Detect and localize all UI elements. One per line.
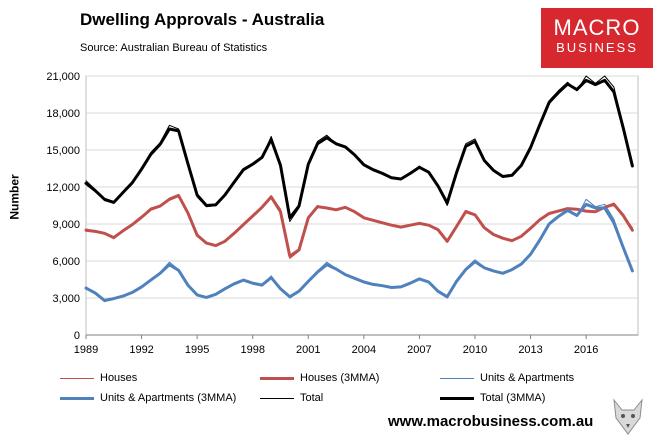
legend-label-units-3mma: Units & Apartments (3MMA) bbox=[100, 392, 237, 404]
legend-swatch-units bbox=[440, 377, 474, 379]
legend-label-units: Units & Apartments bbox=[480, 372, 575, 384]
legend-label-houses: Houses bbox=[100, 372, 138, 384]
y-tick-label: 12,000 bbox=[46, 182, 80, 194]
logo-line-1: MACRO bbox=[553, 15, 641, 40]
x-tick-label: 1989 bbox=[74, 344, 98, 356]
legend-item-houses-3mma: Houses (3MMA) bbox=[260, 372, 379, 384]
source-note: Source: Australian Bureau of Statistics bbox=[80, 42, 268, 54]
website-url[interactable]: www.macrobusiness.com.au bbox=[388, 413, 594, 430]
legend-item-units: Units & Apartments bbox=[440, 372, 574, 384]
legend-swatch-houses-3mma bbox=[260, 376, 294, 380]
x-tick-label: 2013 bbox=[518, 344, 542, 356]
x-tick-label: 2004 bbox=[352, 344, 376, 356]
x-tick-label: 1995 bbox=[185, 344, 209, 356]
y-tick-label: 21,000 bbox=[46, 71, 80, 83]
legend-item-total: Total bbox=[260, 392, 323, 404]
legend-label-total: Total bbox=[300, 392, 324, 404]
y-tick-label: 0 bbox=[74, 330, 80, 342]
plot-area bbox=[85, 75, 639, 336]
legend-item-units-3mma: Units & Apartments (3MMA) bbox=[60, 392, 236, 404]
series-houses-3mma bbox=[84, 194, 634, 258]
x-tick-label: 1998 bbox=[240, 344, 264, 356]
legend-swatch-units-3mma bbox=[60, 396, 94, 400]
legend-item-total-3mma: Total (3MMA) bbox=[440, 392, 545, 404]
chart-title: Dwelling Approvals - Australia bbox=[80, 10, 325, 29]
legend-label-total-3mma: Total (3MMA) bbox=[480, 392, 546, 404]
y-tick-label: 3,000 bbox=[52, 293, 80, 305]
x-tick-label: 2016 bbox=[574, 344, 598, 356]
x-tick-label: 2001 bbox=[296, 344, 320, 356]
y-tick-label: 6,000 bbox=[52, 256, 80, 268]
macrobusiness-logo[interactable]: MACRO BUSINESS bbox=[541, 8, 653, 68]
legend-swatch-total-3mma bbox=[440, 396, 474, 400]
y-tick-label: 9,000 bbox=[52, 219, 80, 231]
legend-swatch-houses bbox=[60, 377, 94, 379]
legend-swatch-total bbox=[260, 397, 294, 399]
series-total-3mma bbox=[84, 78, 634, 220]
wolf-logo-icon bbox=[613, 398, 643, 435]
series-units-3mma bbox=[84, 202, 634, 302]
x-tick-label: 2010 bbox=[463, 344, 487, 356]
legend-item-houses: Houses bbox=[60, 372, 137, 384]
x-tick-label: 2007 bbox=[407, 344, 431, 356]
logo-line-2: BUSINESS bbox=[556, 40, 638, 55]
y-tick-label: 18,000 bbox=[46, 108, 80, 120]
x-tick-label: 1992 bbox=[129, 344, 153, 356]
legend-label-houses-3mma: Houses (3MMA) bbox=[300, 372, 380, 384]
y-tick-label: 15,000 bbox=[46, 145, 80, 157]
